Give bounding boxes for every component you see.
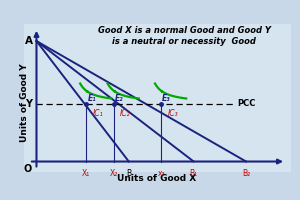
Text: Y: Y: [25, 99, 32, 109]
Text: B: B: [126, 169, 131, 178]
Text: E₁: E₁: [87, 94, 96, 103]
Text: Units of Good X: Units of Good X: [117, 174, 196, 183]
Text: X₂: X₂: [110, 169, 118, 178]
Text: is a neutral or necessity  Good: is a neutral or necessity Good: [112, 37, 256, 46]
Text: X₁: X₁: [82, 169, 91, 178]
Text: IC₂: IC₂: [120, 109, 131, 118]
Text: IC₃: IC₃: [167, 109, 178, 118]
Text: B₂: B₂: [242, 169, 250, 178]
Text: O: O: [24, 164, 32, 174]
Text: B₁: B₁: [190, 169, 198, 178]
Text: A: A: [25, 36, 32, 46]
Text: x₃: x₃: [158, 169, 165, 178]
Text: E₃: E₃: [162, 94, 171, 103]
Text: Units of Good Y: Units of Good Y: [20, 63, 29, 142]
Text: E₂: E₂: [115, 94, 124, 103]
Text: Good X is a normal Good and Good Y: Good X is a normal Good and Good Y: [98, 26, 271, 35]
Text: PCC: PCC: [237, 99, 256, 108]
Text: IC₁: IC₁: [93, 109, 103, 118]
